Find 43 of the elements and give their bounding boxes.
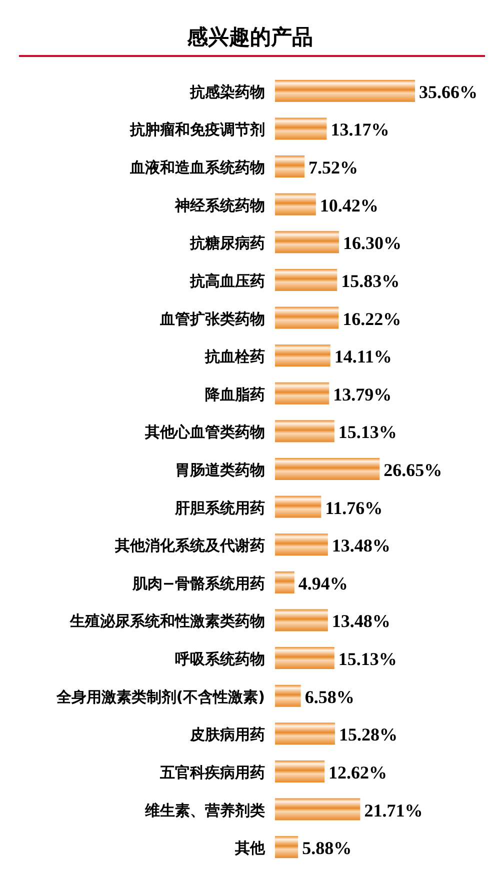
data-label: 12.62% <box>328 762 388 782</box>
y-tick-label: 抗高血压药 <box>189 272 265 290</box>
y-tick-label: 生殖泌尿系统和性激素类药物 <box>69 612 265 630</box>
data-label: 13.79% <box>333 384 392 404</box>
y-tick-label: 全身用激素类制剂(不含性激素) <box>55 688 265 706</box>
data-label: 13.17% <box>330 120 390 140</box>
y-tick-label: 降血脂药 <box>205 385 265 404</box>
y-tick-label: 皮肤病用药 <box>189 726 265 744</box>
y-tick-label: 其他 <box>234 839 266 858</box>
data-label: 7.52% <box>308 158 358 178</box>
data-label: 15.13% <box>338 649 397 670</box>
y-tick-label: 肌肉−骨骼系统用药 <box>131 574 265 592</box>
chart-title: 感兴趣的产品 <box>186 25 313 49</box>
y-tick-label: 抗糖尿病药 <box>189 234 265 252</box>
y-tick-label: 胃肠道类药物 <box>175 461 265 479</box>
data-label: 4.94% <box>298 573 348 594</box>
data-label: 13.48% <box>332 536 390 556</box>
y-tick-label: 抗感染药物 <box>189 82 265 101</box>
y-tick-label: 血管扩张类药物 <box>159 310 265 328</box>
data-label: 14.11% <box>334 346 392 367</box>
y-tick-label: 其他消化系统及代谢药 <box>114 536 265 555</box>
y-tick-label: 神经系统药物 <box>174 196 265 214</box>
data-label: 6.58% <box>304 686 354 707</box>
y-tick-label: 五官科疾病用药 <box>159 763 265 782</box>
data-label: 10.42% <box>320 195 378 216</box>
data-label: 16.30% <box>342 233 402 254</box>
data-label: 21.71% <box>364 800 423 820</box>
y-tick-label: 呼吸系统药物 <box>175 650 265 668</box>
y-tick-label: 肝胆系统用药 <box>174 498 265 517</box>
data-label: 16.22% <box>342 308 402 329</box>
data-label: 11.76% <box>325 498 383 518</box>
data-label: 15.28% <box>338 724 398 745</box>
data-label: 5.88% <box>302 838 352 858</box>
y-tick-label: 抗血栓药 <box>204 348 265 366</box>
data-label: 35.66% <box>419 82 478 102</box>
y-tick-label: 血液和造血系统药物 <box>129 158 265 177</box>
data-label: 13.48% <box>332 611 390 632</box>
data-label: 15.13% <box>338 422 397 442</box>
y-tick-label: 抗肿瘤和免疫调节剂 <box>129 120 265 139</box>
data-label: 26.65% <box>384 460 442 480</box>
y-tick-label: 维生素、营养剂类 <box>144 801 265 820</box>
data-label: 15.83% <box>341 270 400 291</box>
y-tick-label: 其他心血管类药物 <box>144 423 265 442</box>
